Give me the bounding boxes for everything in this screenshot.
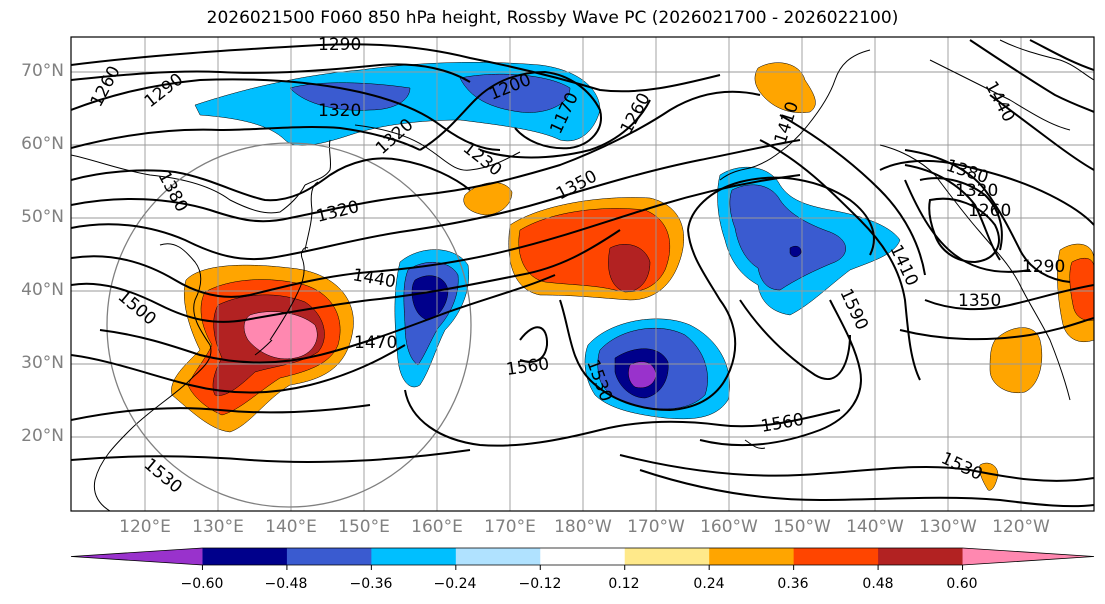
- height-contours: [71, 39, 1094, 508]
- lon-tick-label: 170°E: [484, 517, 536, 537]
- colorbar: [70, 547, 1095, 570]
- lat-tick-label: 60°N: [21, 134, 64, 154]
- contour-label: 1320: [318, 101, 361, 121]
- contour-label: 1260: [968, 201, 1011, 221]
- plot-frame: [70, 36, 1095, 512]
- colorbar-tick-label: 0.48: [862, 576, 894, 592]
- colorbar-swatch: [202, 548, 288, 565]
- map-title: 2026021500 F060 850 hPa height, Rossby W…: [206, 8, 899, 28]
- lon-tick-label: 130°E: [192, 517, 244, 537]
- colorbar-swatch: [709, 548, 795, 565]
- contour-label: 1320: [955, 181, 998, 201]
- colorbar-tick-label: −0.24: [433, 576, 477, 592]
- colorbar-extend-high: [962, 548, 1094, 565]
- lon-tick-label: 160°E: [411, 517, 463, 537]
- lat-tick-label: 30°N: [21, 353, 64, 373]
- colorbar-swatch: [455, 548, 541, 565]
- strong-positive-anomaly-japan: [243, 311, 318, 360]
- lon-tick-label: 140°W: [846, 517, 904, 537]
- lon-tick-label: 150°E: [338, 517, 390, 537]
- colorbar-tick-label: −0.12: [518, 576, 562, 592]
- colorbar-tick-label: −0.36: [349, 576, 393, 592]
- colorbar-tick-label: 0.24: [693, 576, 725, 592]
- lon-tick-label: 120°E: [119, 517, 171, 537]
- contour-label: 1290: [318, 35, 361, 55]
- lon-tick-label: 150°W: [773, 517, 831, 537]
- colorbar-swatch: [624, 548, 710, 565]
- lon-tick-label: 140°E: [265, 517, 317, 537]
- lat-tick-label: 20°N: [21, 426, 64, 446]
- map-plot-area: 1290 1320 1350 1260 1290 1320 1200 1170 …: [71, 35, 1094, 511]
- contour-label: 1470: [354, 333, 397, 353]
- lat-tick-label: 70°N: [21, 61, 64, 81]
- lon-tick-label: 120°W: [992, 517, 1050, 537]
- colorbar-tick-label: 0.60: [946, 576, 978, 592]
- colorbar-swatch: [371, 548, 457, 565]
- lon-tick-label: 160°W: [700, 517, 758, 537]
- colorbar-swatch: [286, 548, 372, 565]
- contour-label: 1350: [958, 291, 1001, 311]
- colorbar-swatch: [793, 548, 879, 565]
- lon-tick-label: 130°W: [919, 517, 977, 537]
- lon-tick-label: 180°W: [554, 517, 612, 537]
- colorbar-extend-low: [71, 548, 203, 565]
- colorbar-tick-label: −0.48: [264, 576, 308, 592]
- colorbar-tick-label: 0.12: [608, 576, 640, 592]
- colorbar-swatch: [540, 548, 626, 565]
- lat-tick-label: 50°N: [21, 207, 64, 227]
- colorbar-swatch: [878, 548, 964, 565]
- coastlines: [71, 39, 1094, 511]
- contour-label: 1290: [1022, 257, 1065, 277]
- lat-tick-label: 40°N: [21, 280, 64, 300]
- colorbar-tick-label: −0.60: [180, 576, 224, 592]
- lon-tick-label: 170°W: [627, 517, 685, 537]
- colorbar-tick-label: 0.36: [777, 576, 809, 592]
- range-circle: [106, 142, 472, 508]
